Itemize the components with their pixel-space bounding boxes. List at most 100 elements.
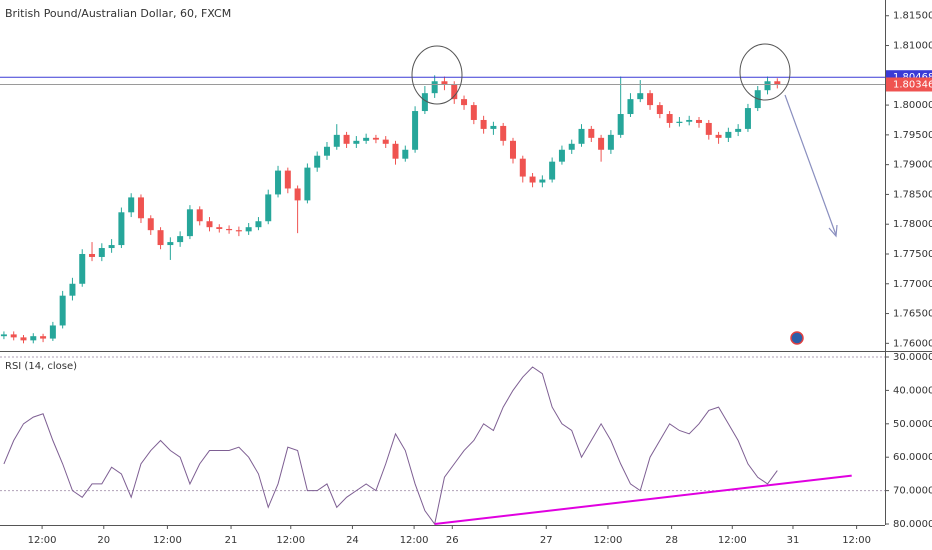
candle-body bbox=[617, 114, 624, 135]
x-tick-label: 12:00 bbox=[400, 535, 429, 546]
candle-body bbox=[549, 161, 556, 180]
candle-body bbox=[695, 119, 702, 123]
x-tick-label: 20 bbox=[97, 535, 110, 546]
candle-body bbox=[578, 128, 585, 144]
candle-body bbox=[49, 325, 56, 339]
candle-body bbox=[686, 119, 693, 122]
y-tick-label: 40.00000 bbox=[893, 385, 932, 396]
y-tick-label: 1.79500 bbox=[893, 130, 932, 141]
arrow-head bbox=[828, 224, 838, 238]
candle-body bbox=[216, 227, 223, 229]
candle-body bbox=[333, 134, 340, 147]
candle-body bbox=[186, 209, 193, 237]
y-tick-label: 70.00000 bbox=[893, 486, 932, 497]
candle-body bbox=[137, 197, 144, 219]
candle-body bbox=[402, 149, 409, 159]
x-tick-label: 31 bbox=[787, 535, 800, 546]
candle-body bbox=[431, 81, 438, 94]
candle-body bbox=[0, 334, 7, 337]
candle-body bbox=[128, 197, 135, 213]
candle-body bbox=[647, 93, 654, 106]
circle-annotation bbox=[739, 43, 791, 101]
candle-body bbox=[40, 336, 47, 339]
candle-body bbox=[607, 134, 614, 150]
candle-body bbox=[167, 242, 174, 246]
y-tick-label: 1.77000 bbox=[893, 279, 932, 290]
candle-body bbox=[275, 170, 282, 195]
price-label-box bbox=[886, 77, 932, 92]
candle-body bbox=[177, 236, 184, 243]
x-tick-label: 12:00 bbox=[594, 535, 623, 546]
circle-annotation bbox=[411, 45, 463, 105]
candle-body bbox=[666, 114, 673, 123]
candle-body bbox=[705, 122, 712, 135]
candle-body bbox=[529, 176, 536, 183]
indicator-title: RSI (14, close) bbox=[5, 361, 77, 372]
candle-body bbox=[196, 209, 203, 222]
candle-body bbox=[598, 137, 605, 150]
candle-body bbox=[715, 134, 722, 138]
candle-body bbox=[500, 125, 507, 141]
candle-body bbox=[764, 81, 771, 91]
candle-body bbox=[79, 253, 86, 284]
candle-body bbox=[588, 128, 595, 138]
x-tick-label: 21 bbox=[225, 535, 238, 546]
candle-body bbox=[98, 248, 105, 257]
candle-body bbox=[412, 111, 419, 150]
candle-body bbox=[294, 188, 301, 201]
candle-body bbox=[245, 227, 252, 232]
candle-body bbox=[118, 212, 125, 246]
candle-body bbox=[353, 140, 360, 144]
candle-body bbox=[568, 143, 575, 150]
candle-body bbox=[480, 119, 487, 129]
candle-body bbox=[509, 140, 516, 159]
candle-body bbox=[69, 283, 76, 296]
candle-body bbox=[372, 137, 379, 140]
candle-body bbox=[147, 218, 154, 231]
candle-body bbox=[421, 93, 428, 112]
candle-body bbox=[558, 149, 565, 162]
candle-body bbox=[304, 167, 311, 201]
price-label: 1.80346 bbox=[893, 79, 932, 90]
candle-body bbox=[226, 228, 233, 231]
events-icon[interactable] bbox=[790, 331, 804, 345]
y-tick-label: 30.00000 bbox=[893, 352, 932, 363]
y-tick-label: 1.76500 bbox=[893, 309, 932, 320]
y-tick-label: 1.78000 bbox=[893, 219, 932, 230]
candle-body bbox=[20, 337, 27, 341]
x-tick-label: 12:00 bbox=[842, 535, 871, 546]
candle-body bbox=[744, 108, 751, 129]
trendline bbox=[434, 474, 852, 526]
candle-body bbox=[470, 105, 477, 120]
y-tick-label: 1.80000 bbox=[893, 100, 932, 111]
candle-body bbox=[343, 134, 350, 144]
x-tick-label: 12:00 bbox=[153, 535, 182, 546]
y-tick-label: 50.00000 bbox=[893, 419, 932, 430]
candle-body bbox=[656, 105, 663, 115]
candle-body bbox=[89, 253, 96, 257]
y-tick-label: 80.00000 bbox=[893, 519, 932, 530]
candle-body bbox=[363, 137, 370, 141]
y-tick-label: 1.77500 bbox=[893, 249, 932, 260]
candle-body bbox=[392, 143, 399, 159]
x-tick-label: 27 bbox=[540, 535, 553, 546]
x-tick-label: 26 bbox=[446, 535, 459, 546]
candle-body bbox=[235, 230, 242, 232]
x-tick-label: 24 bbox=[346, 535, 359, 546]
candle-body bbox=[284, 170, 291, 189]
candle-body bbox=[30, 336, 37, 341]
candle-body bbox=[774, 81, 781, 85]
x-tick-label: 12:00 bbox=[718, 535, 747, 546]
candle-body bbox=[108, 245, 115, 249]
rsi-line bbox=[3, 366, 778, 526]
candle-body bbox=[539, 179, 546, 183]
x-tick-label: 12:00 bbox=[276, 535, 305, 546]
y-tick-label: 1.79000 bbox=[893, 160, 932, 171]
y-tick-label: 1.76000 bbox=[893, 338, 932, 349]
y-tick-label: 1.81500 bbox=[893, 11, 932, 22]
candle-body bbox=[382, 139, 389, 144]
x-tick-label: 28 bbox=[665, 535, 678, 546]
y-tick-label: 1.78500 bbox=[893, 189, 932, 200]
